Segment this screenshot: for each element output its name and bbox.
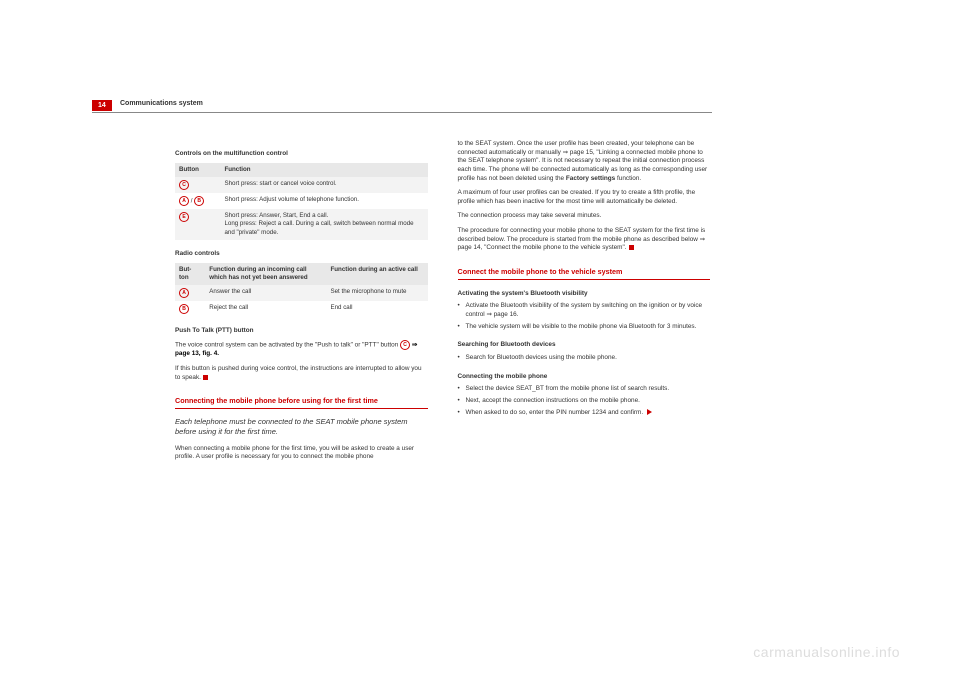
end-square-icon — [629, 245, 634, 250]
table-cell: A / B — [175, 193, 220, 209]
table-cell: Set the microphone to mute — [326, 285, 427, 301]
multifunction-controls-table: Button Function C Short press: start or … — [175, 163, 428, 240]
table-cell: Answer the call — [205, 285, 326, 301]
section-heading: Connecting the mobile phone — [458, 373, 711, 382]
body-text: The voice control system can be activate… — [175, 340, 428, 359]
header-title: Communications system — [120, 100, 203, 107]
table-cell: C — [175, 177, 220, 193]
table-cell: E — [175, 209, 220, 240]
table-cell: Short press: Adjust volume of telephone … — [220, 193, 427, 209]
radio-controls-table: But- ton Function during an incoming cal… — [175, 263, 428, 318]
button-b-icon: B — [194, 196, 204, 206]
list-item: Search for Bluetooth devices using the m… — [458, 354, 711, 363]
text-span: The voice control system can be activate… — [175, 342, 400, 349]
table-cell: End call — [326, 301, 427, 317]
section-heading: Push To Talk (PTT) button — [175, 327, 428, 336]
body-text: If this button is pushed during voice co… — [175, 365, 428, 382]
lead-text: Each telephone must be connected to the … — [175, 417, 428, 437]
button-c-icon: C — [179, 180, 189, 190]
body-text: When connecting a mobile phone for the f… — [175, 445, 428, 462]
continue-arrow-icon — [647, 409, 652, 415]
button-b-icon: B — [179, 304, 189, 314]
section-heading: Radio controls — [175, 250, 428, 259]
section-heading-red: Connect the mobile phone to the vehicle … — [458, 267, 711, 277]
text-span: When asked to do so, enter the PIN numbe… — [466, 409, 644, 416]
list-item: Select the device SEAT_BT from the mobil… — [458, 385, 711, 394]
text-bold: Factory settings — [566, 175, 615, 182]
table-cell: Short press: Answer, Start, End a call. … — [220, 209, 427, 240]
text-span: function. — [615, 175, 641, 182]
table-cell: B — [175, 301, 205, 317]
end-square-icon — [203, 375, 208, 380]
section-heading: Searching for Bluetooth devices — [458, 341, 711, 350]
section-heading: Controls on the multifunction control — [175, 150, 428, 159]
table-header: Function during an incoming call which h… — [205, 263, 326, 286]
button-a-icon: A — [179, 196, 189, 206]
red-rule — [175, 408, 428, 409]
button-e-icon: E — [179, 212, 189, 222]
section-heading-red: Connecting the mobile phone before using… — [175, 396, 428, 406]
table-header: Function — [220, 163, 427, 177]
body-text: The procedure for connecting your mobile… — [458, 227, 711, 253]
list-item: The vehicle system will be visible to th… — [458, 323, 711, 332]
button-c-icon: C — [400, 340, 410, 350]
bullet-list: Search for Bluetooth devices using the m… — [458, 354, 711, 363]
list-item: Next, accept the connection instructions… — [458, 397, 711, 406]
list-item: When asked to do so, enter the PIN numbe… — [458, 409, 711, 418]
section-heading: Activating the system's Bluetooth visibi… — [458, 290, 711, 299]
header-rule — [92, 112, 712, 113]
table-cell: A — [175, 285, 205, 301]
body-text: to the SEAT system. Once the user profil… — [458, 140, 711, 183]
text-span: The procedure for connecting your mobile… — [458, 227, 706, 251]
watermark-text: carmanualsonline.info — [753, 644, 900, 660]
table-header: But- ton — [175, 263, 205, 286]
list-item: Activate the Bluetooth visibility of the… — [458, 302, 711, 319]
button-a-icon: A — [179, 288, 189, 298]
table-cell: Short press: start or cancel voice contr… — [220, 177, 427, 193]
text-span: If this button is pushed during voice co… — [175, 365, 422, 381]
table-cell: Reject the call — [205, 301, 326, 317]
table-header: Button — [175, 163, 220, 177]
left-column: Controls on the multifunction control Bu… — [175, 140, 428, 468]
right-column: to the SEAT system. Once the user profil… — [458, 140, 711, 468]
body-text: A maximum of four user profiles can be c… — [458, 189, 711, 206]
table-header: Function during an active call — [326, 263, 427, 286]
page-number-tab: 14 — [92, 100, 112, 111]
content-columns: Controls on the multifunction control Bu… — [175, 140, 710, 468]
body-text: The connection process may take several … — [458, 212, 711, 221]
bullet-list: Activate the Bluetooth visibility of the… — [458, 302, 711, 331]
red-rule — [458, 279, 711, 280]
bullet-list: Select the device SEAT_BT from the mobil… — [458, 385, 711, 417]
